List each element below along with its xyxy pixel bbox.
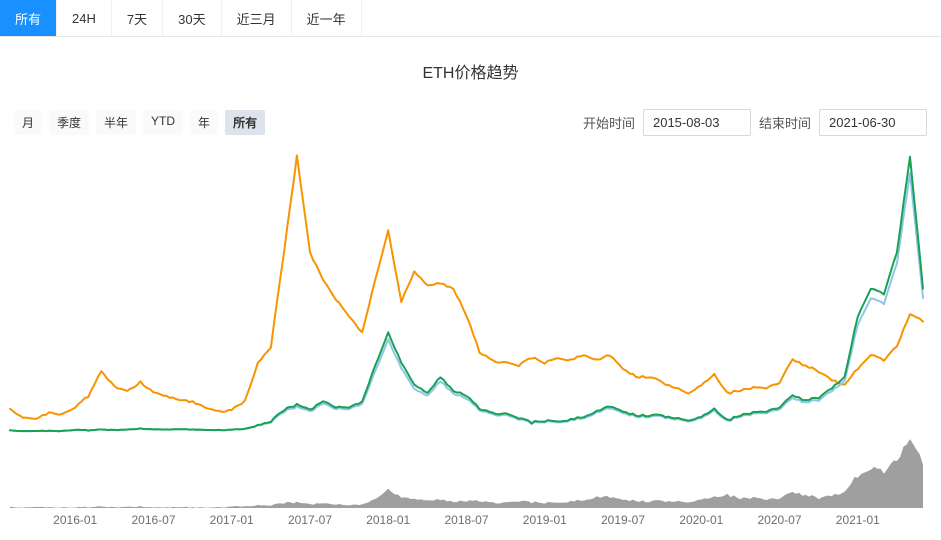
x-axis-tick: 2016-01 bbox=[53, 513, 97, 527]
time-range-tabs: 所有 24H 7天 30天 近三月 近一年 bbox=[0, 0, 941, 37]
x-axis-tick: 2021-01 bbox=[836, 513, 880, 527]
period-button-half-year[interactable]: 半年 bbox=[96, 110, 137, 135]
chart-area: 2016-01 2016-07 2017-01 2017-07 2018-01 2018-… bbox=[0, 140, 941, 532]
period-button-month[interactable]: 月 bbox=[14, 110, 43, 135]
period-button-year[interactable]: 年 bbox=[190, 110, 219, 135]
start-time-label: 开始时间 bbox=[582, 116, 635, 131]
tab-30d[interactable]: 30天 bbox=[163, 0, 222, 36]
x-axis-tick: 2018-01 bbox=[366, 513, 410, 527]
end-date-input[interactable] bbox=[819, 109, 927, 136]
tab-24h[interactable]: 24H bbox=[57, 0, 112, 36]
page-title: ETH价格趋势 bbox=[422, 65, 519, 82]
x-axis-tick: 2020-01 bbox=[679, 513, 723, 527]
tab-all[interactable]: 所有 bbox=[0, 0, 58, 36]
x-axis-tick: 2016-07 bbox=[131, 513, 175, 527]
x-axis-tick: 2018-07 bbox=[444, 513, 488, 527]
date-range-picker: 开始时间 结束时间 bbox=[583, 109, 927, 136]
period-buttons: 月季度 半年 YTD 年所有 bbox=[14, 110, 266, 135]
end-time-label: 结束时间 bbox=[758, 116, 811, 131]
period-button-quarter[interactable]: 季度 bbox=[49, 110, 90, 135]
tab-3m[interactable]: 近三月 bbox=[222, 0, 292, 36]
tab-1y[interactable]: 近一年 bbox=[292, 0, 362, 36]
period-button-ytd[interactable]: YTD bbox=[143, 110, 184, 135]
x-axis-tick: 2020-07 bbox=[757, 513, 801, 527]
x-axis-tick: 2019-01 bbox=[523, 513, 567, 527]
tab-7d[interactable]: 7天 bbox=[112, 0, 164, 36]
x-axis-tick: 2017-07 bbox=[288, 513, 332, 527]
period-button-all[interactable]: 所有 bbox=[225, 110, 266, 135]
start-date-input[interactable] bbox=[642, 109, 751, 136]
x-axis-tick: 2019-07 bbox=[601, 513, 645, 527]
x-axis-tick: 2017-01 bbox=[210, 513, 254, 527]
price-chart[interactable]: 2016-01 2016-07 2017-01 2017-07 2018-01 2018-… bbox=[0, 140, 933, 532]
